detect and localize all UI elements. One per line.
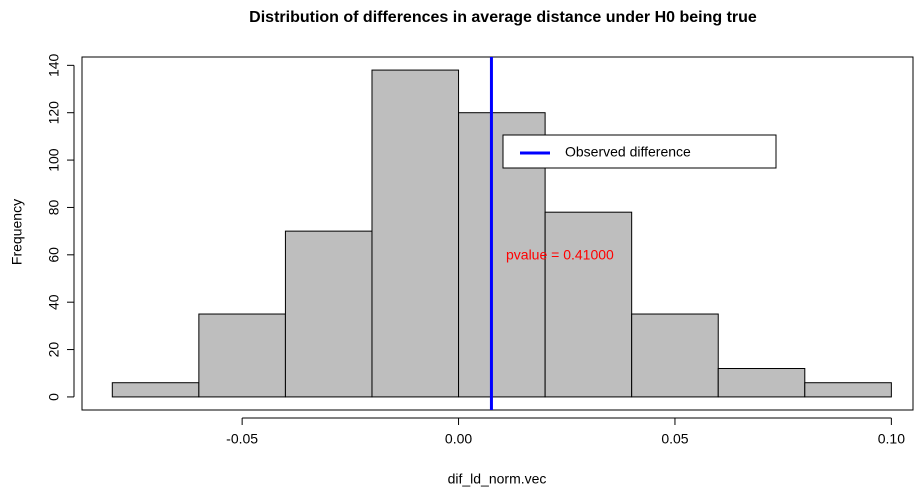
bar: [717, 368, 806, 398]
bar: [371, 69, 460, 398]
plot-frame: [81, 56, 914, 411]
x-tick-label: -0.05: [226, 431, 258, 447]
annotation: pvalue = 0.41000: [506, 247, 614, 263]
y-tick-label: 40: [46, 294, 62, 310]
y-tick-label: 20: [46, 342, 62, 358]
bar: [198, 313, 286, 398]
y-tick-label: 120: [46, 101, 62, 125]
x-tick-label: 0.05: [661, 431, 688, 447]
x-axis-label: dif_ld_norm.vec: [448, 471, 547, 487]
y-tick-label: 80: [46, 199, 62, 215]
bar: [804, 382, 892, 398]
bar: [111, 382, 200, 398]
bar: [631, 313, 719, 398]
x-tick-label: 0.00: [445, 431, 472, 447]
y-tick-label: 0: [46, 393, 62, 401]
legend-label: Observed difference: [565, 144, 691, 160]
x-tick-label: 0.10: [878, 431, 905, 447]
y-tick-label: 100: [46, 148, 62, 172]
bar: [544, 211, 633, 398]
y-tick-label: 60: [46, 247, 62, 263]
bar: [284, 230, 373, 398]
y-axis-label: Frequency: [9, 199, 25, 265]
chart-title: Distribution of differences in average d…: [249, 9, 757, 26]
y-tick-label: 140: [46, 53, 62, 77]
